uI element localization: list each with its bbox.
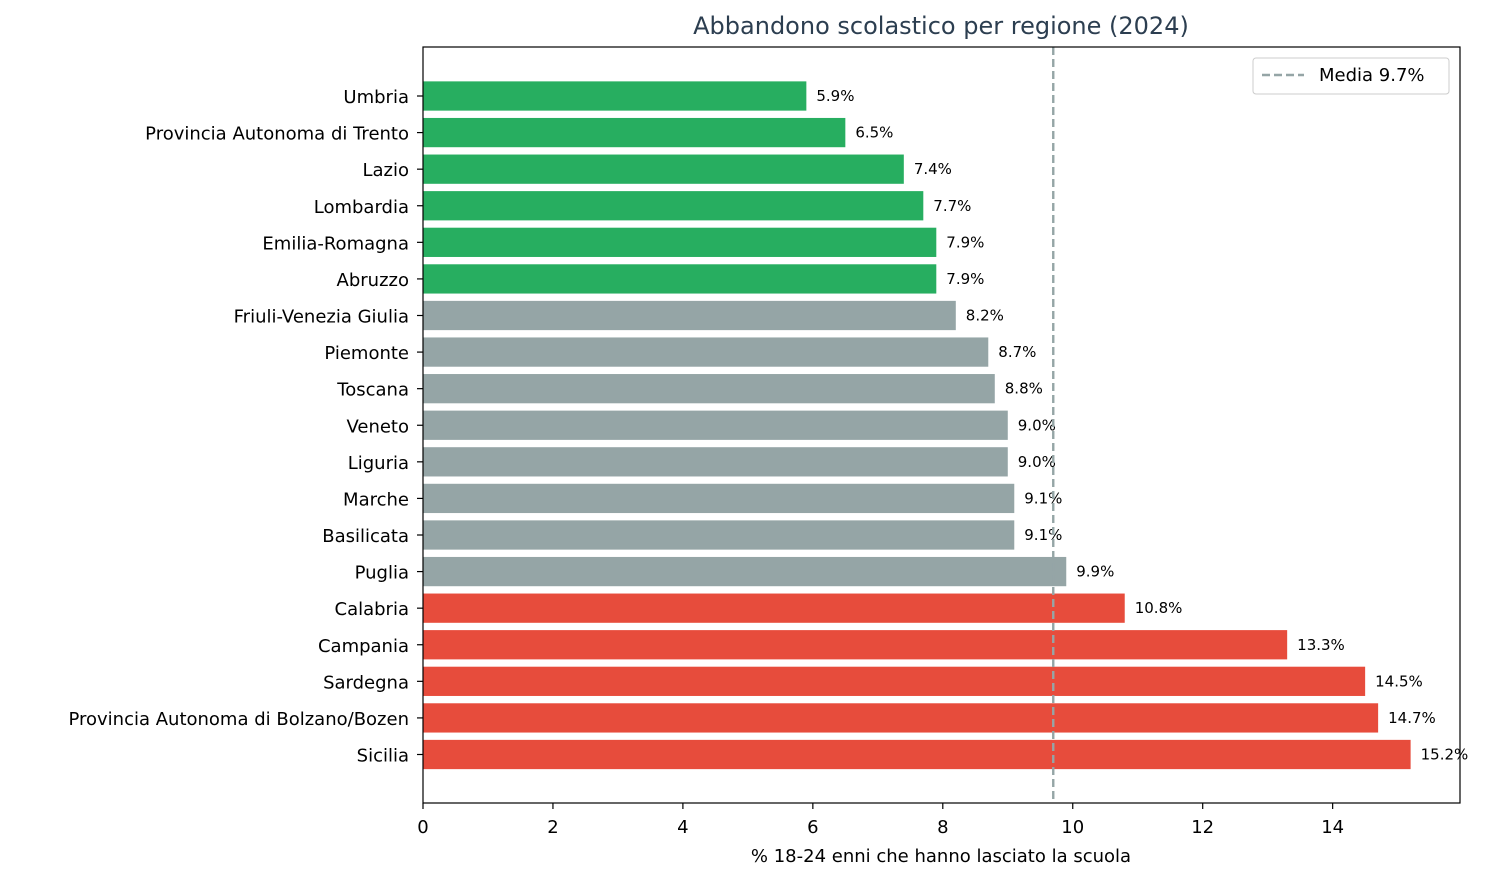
- bar: [423, 739, 1411, 770]
- bar-value-label: 9.1%: [1024, 526, 1062, 544]
- bar: [423, 117, 846, 148]
- axes-frame: [422, 46, 1461, 804]
- category-label: Sicilia: [357, 746, 409, 767]
- category-label: Toscana: [336, 380, 409, 401]
- bar: [423, 300, 956, 331]
- bar-value-label: 8.2%: [966, 307, 1004, 325]
- category-label: Friuli-Venezia Giulia: [234, 307, 409, 328]
- x-tick-label: 12: [1191, 817, 1214, 838]
- bar-value-label: 9.1%: [1024, 489, 1062, 507]
- bar-value-label: 7.9%: [946, 270, 984, 288]
- bar-value-label: 13.3%: [1297, 636, 1345, 654]
- category-label: Piemonte: [324, 343, 409, 364]
- x-tick-label: 4: [677, 817, 688, 838]
- bar: [423, 374, 995, 404]
- x-tick-label: 2: [547, 817, 558, 838]
- category-label: Emilia-Romagna: [262, 233, 409, 254]
- bar-value-label: 8.7%: [998, 343, 1036, 361]
- legend: Media 9.7%: [1252, 57, 1450, 95]
- category-label: Liguria: [348, 453, 409, 474]
- legend-label: Media 9.7%: [1319, 65, 1425, 86]
- bar: [423, 520, 1015, 550]
- category-label: Provincia Autonoma di Bolzano/Bozen: [68, 709, 409, 730]
- bar: [423, 264, 937, 294]
- category-label: Puglia: [355, 563, 409, 584]
- category-label: Veneto: [346, 416, 409, 437]
- bar-value-label: 7.9%: [946, 233, 984, 251]
- bar-value-label: 9.0%: [1018, 453, 1056, 471]
- plot-area: 5.9% Umbria 6.5% Provincia Autonoma di Tren…: [68, 46, 1469, 838]
- bar-value-label: 14.5%: [1375, 672, 1423, 690]
- x-tick-label: 10: [1061, 817, 1084, 838]
- bar-value-label: 8.8%: [1005, 380, 1043, 398]
- chart-title: Abbandono scolastico per regione (2024): [693, 12, 1189, 40]
- bar-value-label: 14.7%: [1388, 709, 1436, 727]
- x-tick-label: 14: [1321, 817, 1344, 838]
- bar: [423, 447, 1008, 477]
- bar-value-label: 7.4%: [914, 160, 952, 178]
- category-label: Provincia Autonoma di Trento: [145, 124, 409, 145]
- x-tick-label: 6: [807, 817, 818, 838]
- category-label: Sardegna: [323, 672, 409, 693]
- bar-value-label: 9.9%: [1076, 563, 1114, 581]
- bar: [423, 703, 1379, 733]
- category-label: Umbria: [343, 87, 409, 108]
- category-label: Marche: [343, 489, 409, 510]
- bar: [423, 483, 1015, 514]
- x-tick-label: 8: [937, 817, 948, 838]
- bar: [423, 227, 937, 257]
- bar: [423, 337, 989, 367]
- bar-value-label: 9.0%: [1018, 416, 1056, 434]
- bar-value-label: 5.9%: [816, 87, 854, 105]
- bar: [423, 81, 807, 111]
- bar-value-label: 7.7%: [933, 197, 971, 215]
- category-label: Lazio: [362, 160, 409, 181]
- bar: [423, 410, 1008, 440]
- bar: [423, 191, 924, 221]
- bar: [423, 666, 1366, 696]
- category-label: Campania: [318, 636, 409, 657]
- x-tick-label: 0: [417, 817, 428, 838]
- bar-value-label: 6.5%: [855, 124, 893, 142]
- bar-value-label: 15.2%: [1421, 746, 1469, 764]
- category-label: Abruzzo: [337, 270, 409, 291]
- category-label: Lombardia: [314, 197, 409, 218]
- bar: [423, 154, 904, 184]
- category-label: Calabria: [335, 599, 410, 620]
- bar: [423, 630, 1288, 660]
- bar: [423, 556, 1067, 587]
- bar-value-label: 10.8%: [1135, 599, 1183, 617]
- category-label: Basilicata: [322, 526, 409, 547]
- x-axis-title: % 18-24 enni che hanno lasciato la scuol…: [751, 846, 1131, 867]
- legend-box: [1252, 57, 1450, 95]
- bar: [423, 593, 1125, 623]
